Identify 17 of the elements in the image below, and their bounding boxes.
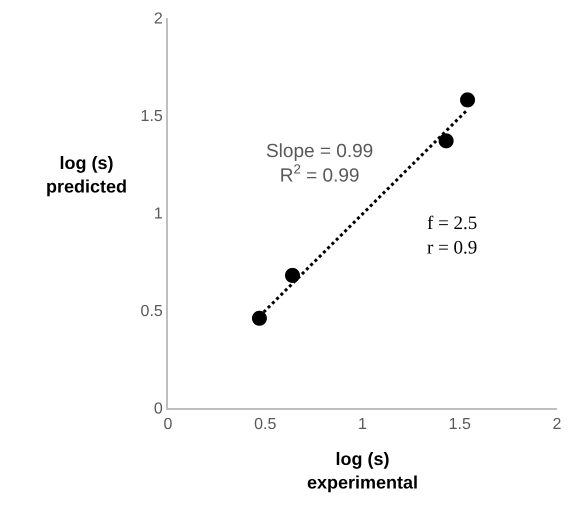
y-tick-label: 0 — [154, 400, 163, 418]
y-tick-label: 1.5 — [140, 108, 163, 126]
x-tick-label: 1 — [358, 416, 368, 434]
annotation: Slope = 0.99 R$^{2}$ = 0.99 — [266, 141, 374, 187]
point — [284, 268, 300, 283]
x-tick-label: 1.5 — [448, 416, 471, 434]
point — [460, 92, 476, 108]
annotation: f = 2.5 r = 0.9 — [427, 213, 478, 259]
point — [252, 310, 267, 326]
x-axis-title: log (s) experimental — [307, 449, 418, 492]
y-tick-label: 0.5 — [140, 303, 163, 320]
y-tick-label: 1 — [154, 206, 163, 223]
x-tick-label: 2 — [552, 416, 562, 434]
y-axis-title: log (s) predicted — [46, 153, 128, 196]
point — [438, 133, 454, 148]
x-tick-label: 0.5 — [254, 416, 276, 434]
y-tick-label: 2 — [154, 10, 163, 28]
